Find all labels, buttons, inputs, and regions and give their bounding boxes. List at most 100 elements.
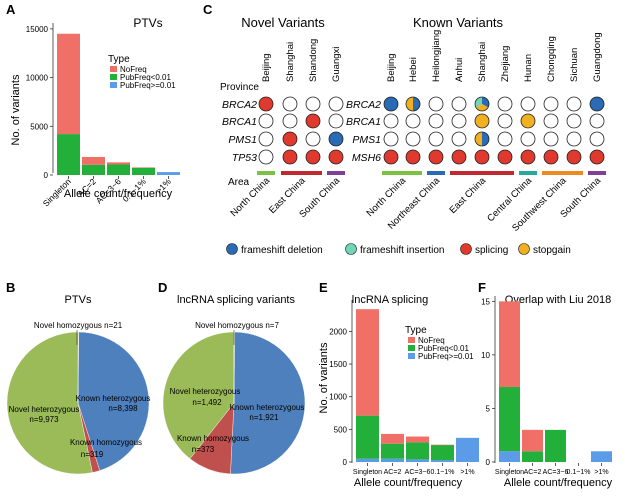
bar-nofreq (381, 433, 404, 444)
panel-f-bars (499, 301, 612, 462)
bar-nofreq (431, 444, 454, 446)
dot-segment-stopgain (475, 104, 489, 111)
y-tick-label: 10000 (26, 74, 49, 83)
bar-pubfreq001 (591, 451, 612, 462)
province-label: Chongqing (546, 36, 557, 82)
legend-frameshift-deletion-icon (226, 243, 238, 255)
gene-label: TP53 (232, 152, 257, 164)
province-label: Shanghai (285, 42, 296, 82)
dot-splicing (305, 113, 321, 129)
e-legend-swatch-pubfreq-ge (408, 353, 415, 359)
legend-label-nofreq: NoFreq (120, 65, 147, 74)
area-bar-northeast-china (427, 171, 445, 175)
dot-empty (328, 96, 344, 112)
x-tick-label: AC=2 (524, 469, 542, 476)
dot-empty (566, 113, 582, 129)
dot-splicing (520, 149, 536, 165)
bar-nofreq (499, 301, 520, 388)
y-tick-label: 0 (44, 171, 49, 180)
dot-empty (451, 131, 467, 147)
y-tick-label: 15 (481, 297, 490, 306)
y-tick-label: 2000 (329, 327, 347, 336)
bar-nofreq (107, 162, 130, 165)
b-known-het-label-1: Known heterozygous (76, 394, 151, 403)
dot-splicing (258, 96, 274, 112)
x-tick-label: 0.1~1% (567, 469, 591, 476)
dot-splicing (383, 149, 399, 165)
known-dot-matrix (383, 96, 605, 165)
dot-splicing (497, 149, 513, 165)
dot-empty (282, 113, 298, 129)
gene-label: BRCA1 (222, 116, 257, 128)
dot-splicing (282, 131, 298, 147)
novel-gene-labels: BRCA2 BRCA1 PMS1 TP53 (222, 99, 257, 164)
dot-empty (451, 96, 467, 112)
panel-a-legend-title: Type (108, 54, 130, 65)
dot-segment-frameshift-deletion (482, 132, 489, 146)
area-label: Area (228, 177, 250, 188)
novel-area-bars (257, 171, 345, 175)
dot-empty (258, 131, 274, 147)
bar-pubfreq001 (431, 445, 454, 461)
x-tick-label: AC=2 (384, 469, 402, 476)
panel-a-legend: Type NoFreq PubFreq<0.01 PubFreq>=0.01 (108, 54, 176, 90)
panel-e-title: lncRNA splicing (352, 294, 428, 306)
bar-pubfreq001 (406, 459, 429, 462)
dot-empty (497, 131, 513, 147)
dot-empty (589, 131, 605, 147)
panel-a-xlabel: Allele count/frequency (64, 188, 173, 200)
y-tick-label: 5000 (30, 122, 48, 131)
x-tick-label: >1% (594, 469, 608, 476)
dot-empty (405, 113, 421, 129)
panel-b-pie (6, 331, 150, 475)
province-label: Sichuan (569, 48, 580, 82)
panel-label-b: B (6, 280, 15, 295)
pie-slice-novel-heterozygous (6, 331, 93, 475)
bar-pubfreq001 (431, 460, 454, 462)
dot-empty (305, 131, 321, 147)
province-label: Zhejiang (500, 46, 511, 82)
panel-c: C Novel Variants Known Variants Province… (203, 2, 606, 256)
dot-splicing (405, 149, 421, 165)
dot-empty (543, 96, 559, 112)
dot-empty (497, 113, 513, 129)
dot-empty (520, 131, 536, 147)
dot-empty (305, 96, 321, 112)
gene-label: BRCA1 (346, 116, 381, 128)
gene-label: PMS1 (352, 134, 381, 146)
dot-empty (566, 131, 582, 147)
panel-d-pie (162, 331, 306, 475)
panel-label-f: F (478, 280, 486, 295)
dot-splicing (566, 149, 582, 165)
mutation-legend: frameshift deletion frameshift insertion… (226, 243, 571, 256)
bar-pubfreq001 (132, 167, 155, 175)
panel-label-d: D (158, 280, 167, 295)
province-label: Heilongjiang (431, 30, 442, 82)
dot-outline (474, 131, 490, 147)
dot-splicing (305, 149, 321, 165)
dot-empty (258, 149, 274, 165)
panel-b: B PTVs Novel homozygous n=21 Known heter… (6, 280, 151, 475)
e-legend-label-pubfreq-lt: PubFreq<0.01 (418, 344, 469, 353)
y-tick-label: 1000 (329, 393, 347, 402)
dot-splicing (282, 149, 298, 165)
panel-label-a: A (6, 2, 16, 17)
bar-pubfreq001 (545, 429, 566, 462)
panel-b-title: PTVs (65, 294, 92, 306)
area-bar-north-china (382, 171, 422, 175)
y-tick-label: 5 (486, 404, 491, 413)
bar-pubfreq001 (499, 387, 520, 452)
dot-empty (543, 113, 559, 129)
dot-segment-frameshift-deletion (413, 97, 420, 111)
legend-label-pubfreq-ge: PubFreq>=0.01 (120, 81, 176, 90)
bar-pubfreq001 (522, 451, 543, 462)
dot-frameshift-deletion (383, 96, 399, 112)
dot-empty (497, 96, 513, 112)
area-bar-east-china (281, 171, 322, 175)
dot-outline (405, 96, 421, 112)
legend-frameshift-deletion: frameshift deletion (241, 245, 323, 256)
d-known-hom-label-2: n=373 (192, 445, 215, 454)
pie-slice-novel-homozygous (77, 331, 79, 404)
panel-e-legend-title: Type (405, 325, 427, 336)
dot-segment-stopgain (475, 132, 482, 146)
